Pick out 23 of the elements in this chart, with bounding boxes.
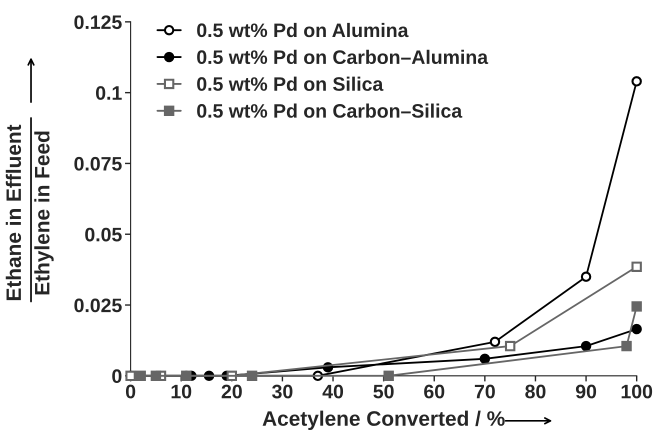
y-tick-label: 0.1 <box>96 86 122 100</box>
legend-label: 0.5 wt% Pd on Carbon–Alumina <box>197 50 488 64</box>
y-tick-label: 0.125 <box>74 15 122 30</box>
x-tick-label: 80 <box>525 384 546 398</box>
x-tick-label: 70 <box>474 384 495 398</box>
x-tick-label: 60 <box>424 384 444 398</box>
x-tick-label: 30 <box>272 384 292 398</box>
y-tick-label: 0.05 <box>85 228 122 242</box>
y-tick-label: 0 <box>112 369 122 384</box>
x-tick-label: 100 <box>622 384 652 398</box>
legend-label: 0.5 wt% Pd on Alumina <box>197 22 409 38</box>
x-tick-label: 0 <box>126 384 136 398</box>
legend-label: 0.5 wt% Pd on Silica <box>197 76 384 91</box>
x-axis-title: Acetylene Converted / % <box>262 410 505 430</box>
x-tick-label: 20 <box>222 384 242 398</box>
x-tick-label: 40 <box>322 384 344 398</box>
legend-label: 0.5 wt% Pd on Carbon–Silica <box>197 104 462 118</box>
y-tick-label: 0.075 <box>74 156 122 171</box>
x-tick-label: 10 <box>172 384 192 398</box>
y-tick-label: 0.025 <box>74 298 122 312</box>
y-axis-title: Ethane in Effluent Ethylene in Feed <box>6 124 54 300</box>
x-tick-label: 90 <box>576 384 596 398</box>
x-tick-label: 50 <box>373 384 394 398</box>
